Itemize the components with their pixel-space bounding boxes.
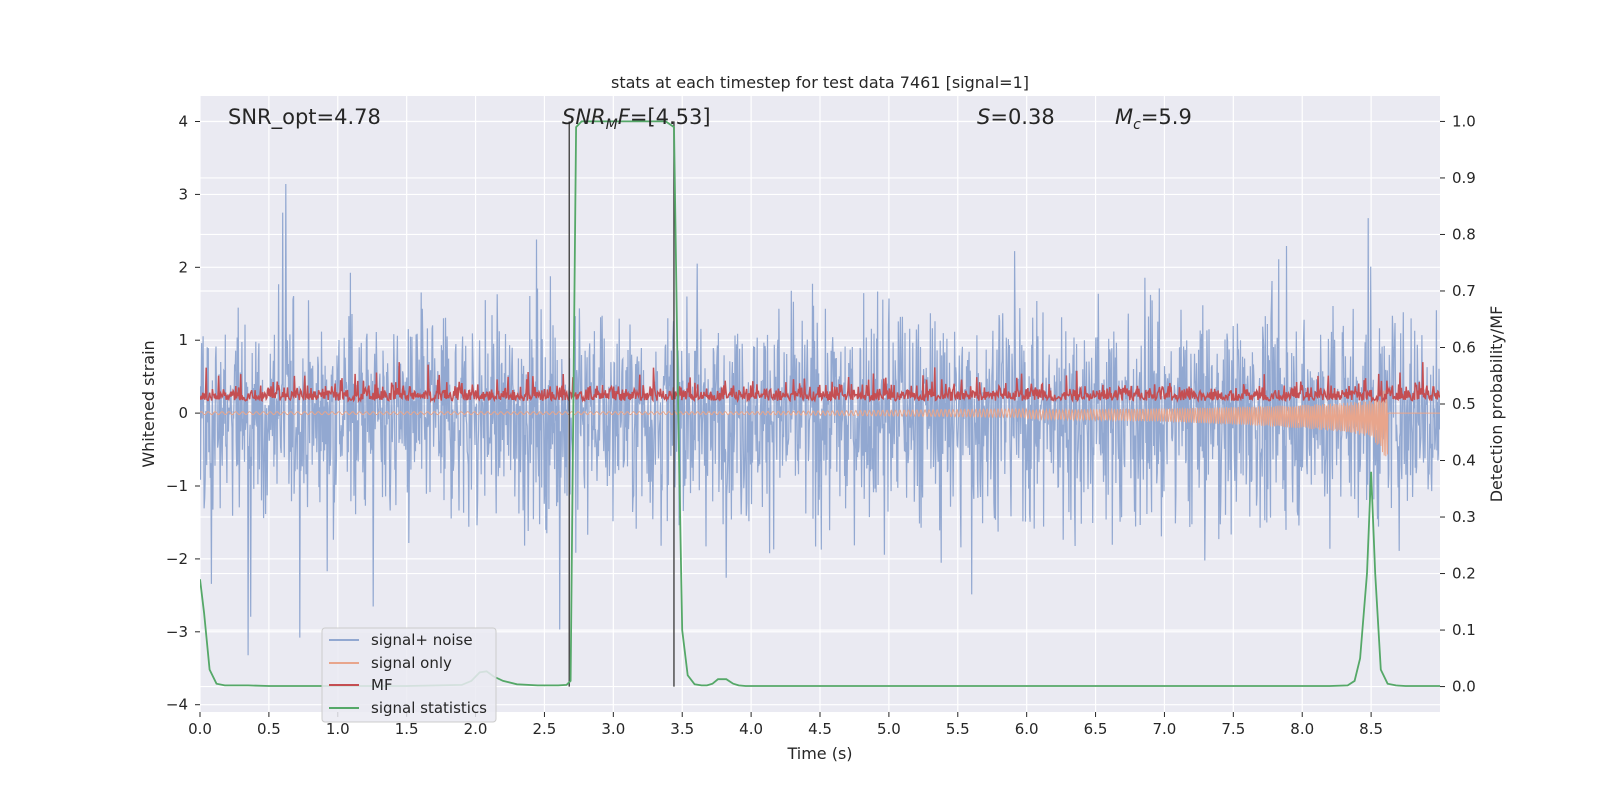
annotation-snr-mf: SNRMF=[4.53] <box>562 105 711 133</box>
x-tick-label: 6.5 <box>1084 720 1108 738</box>
y-left-tick-label: −2 <box>166 550 188 568</box>
chart-title: stats at each timestep for test data 746… <box>611 73 1029 92</box>
legend-box <box>321 627 497 723</box>
x-tick-label: 6.0 <box>1015 720 1039 738</box>
x-tick-label: 7.0 <box>1153 720 1177 738</box>
x-tick-label: 8.5 <box>1359 720 1383 738</box>
y-left-tick-label: −1 <box>166 477 188 495</box>
y-right-tick-label: 0.8 <box>1452 225 1476 243</box>
vertical-markers <box>568 121 675 687</box>
x-tick-label: 5.0 <box>877 720 901 738</box>
y-left-tick-label: 1 <box>178 331 188 349</box>
signal-only-series <box>200 390 1440 457</box>
legend-label-signal-noise: signal+ noise <box>371 631 473 649</box>
x-axis-label: Time (s) <box>786 744 852 763</box>
y-right-tick-label: 0.3 <box>1452 508 1476 526</box>
annotation-snr-opt: SNR_opt=4.78 <box>228 105 381 130</box>
y-left-axis-ticks: 4 3 2 1 0 −1 −2 −3 −4 <box>166 113 200 714</box>
x-tick-label: 8.0 <box>1290 720 1314 738</box>
annotation-s: S=0.38 <box>977 105 1055 129</box>
y-right-tick-label: 0.9 <box>1452 169 1476 187</box>
signal-noise-series <box>200 183 1440 656</box>
mf-series <box>200 362 1440 404</box>
x-tick-label: 1.0 <box>326 720 350 738</box>
y-right-tick-label: 0.4 <box>1452 452 1476 470</box>
y-left-tick-label: 2 <box>178 258 188 276</box>
legend-label-signal-statistics: signal statistics <box>371 699 487 717</box>
legend-label-mf: MF <box>371 676 393 694</box>
x-tick-label: 4.0 <box>739 720 763 738</box>
y-right-axis-ticks: 1.0 0.9 0.8 0.7 0.6 0.5 0.4 0.3 0.2 0.1 0.0 <box>1440 112 1476 696</box>
x-tick-label: 2.5 <box>533 720 557 738</box>
y-right-tick-label: 0.5 <box>1452 395 1476 413</box>
x-tick-label: 0.0 <box>188 720 212 738</box>
y-right-tick-label: 0.6 <box>1452 338 1476 356</box>
legend: signal+ noise signal only MF signal stat… <box>321 627 497 723</box>
y-right-axis-label: Detection probability/MF <box>1487 306 1506 503</box>
legend-label-signal-only: signal only <box>371 654 452 672</box>
y-left-tick-label: −4 <box>166 696 188 714</box>
x-tick-label: 1.5 <box>395 720 419 738</box>
x-tick-label: 7.5 <box>1221 720 1245 738</box>
y-right-tick-label: 1.0 <box>1452 112 1476 130</box>
y-left-tick-label: 3 <box>178 185 188 203</box>
y-left-tick-label: 4 <box>178 113 188 131</box>
x-tick-label: 0.5 <box>257 720 281 738</box>
x-tick-label: 5.5 <box>946 720 970 738</box>
y-right-tick-label: 0.0 <box>1452 678 1476 696</box>
annotation-mc: Mc=5.9 <box>1115 105 1192 133</box>
y-left-axis-label: Whitened strain <box>139 340 158 467</box>
x-axis-ticks: 0.0 0.5 1.0 1.5 2.0 2.5 3.0 3.5 4.0 4.5 5.0 5.5 6.0 6… <box>188 712 1383 738</box>
y-left-tick-label: −3 <box>166 623 188 641</box>
y-right-tick-label: 0.7 <box>1452 282 1476 300</box>
y-left-tick-label: 0 <box>178 404 188 422</box>
y-right-tick-label: 0.1 <box>1452 621 1476 639</box>
x-tick-label: 4.5 <box>808 720 832 738</box>
x-tick-label: 3.5 <box>670 720 694 738</box>
x-tick-label: 3.0 <box>601 720 625 738</box>
x-tick-label: 2.0 <box>464 720 488 738</box>
y-right-tick-label: 0.2 <box>1452 565 1476 583</box>
